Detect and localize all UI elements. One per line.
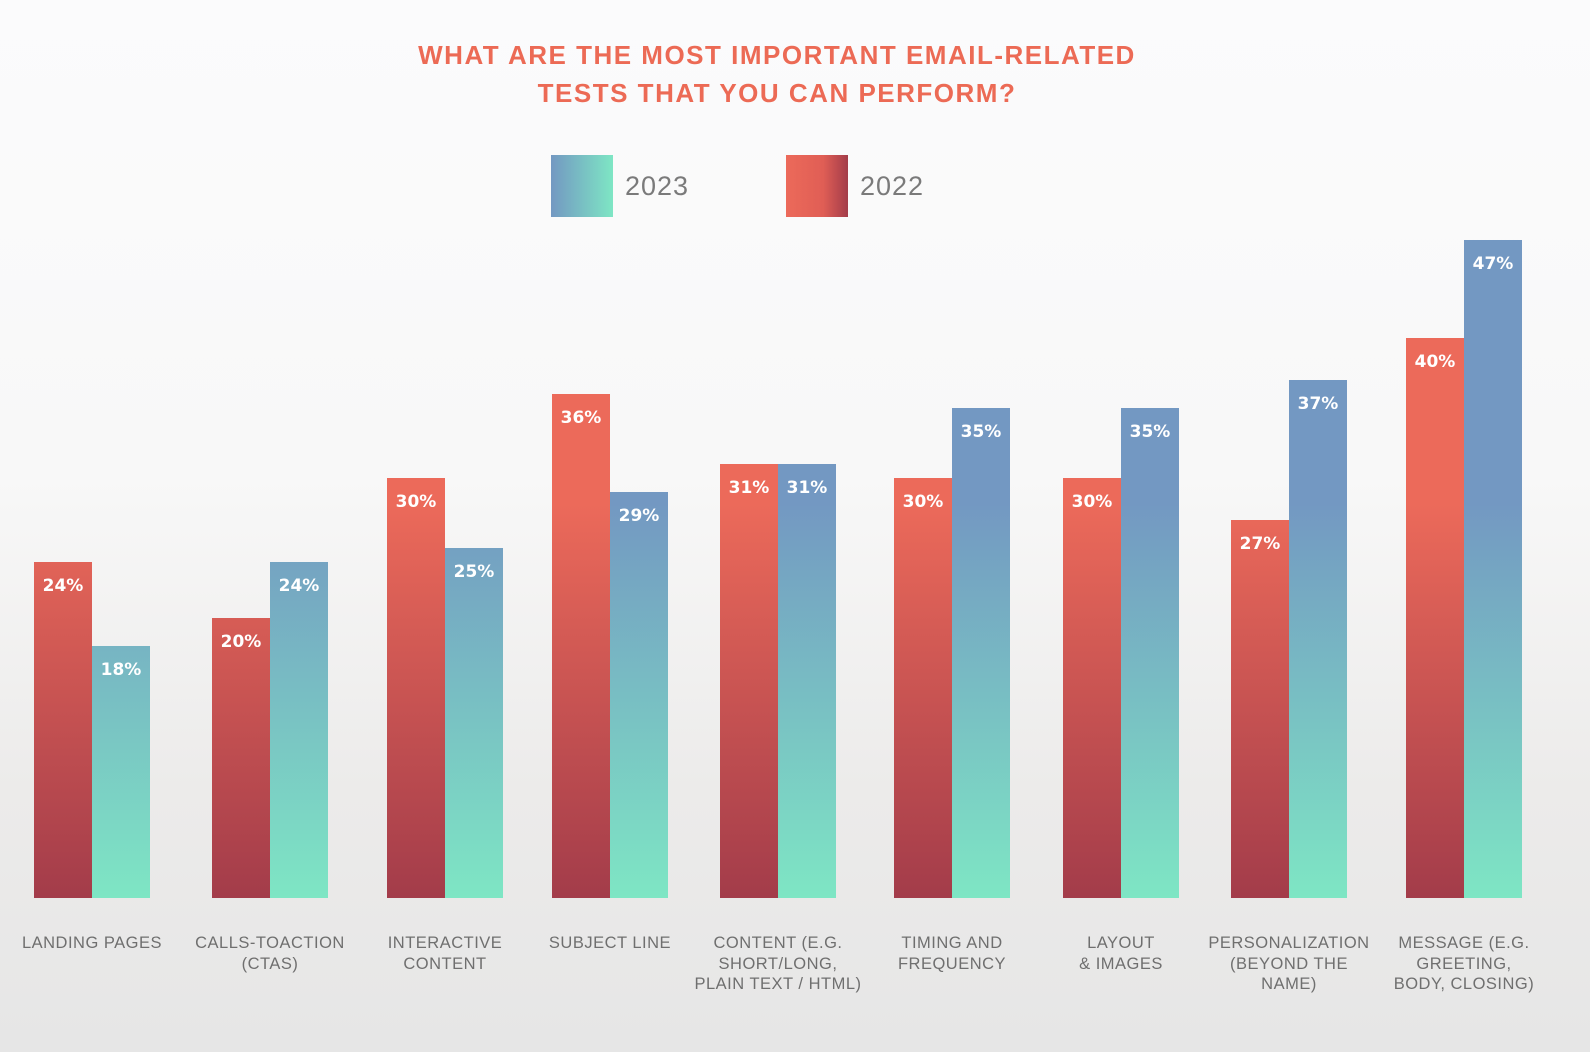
category-label-line: CONTENT (403, 954, 487, 973)
bar-2023-6 (1121, 408, 1179, 898)
category-label-line: PERSONALIZATION (1208, 934, 1370, 952)
bar-2023-2 (445, 548, 503, 898)
category-label-line: TIMING AND (901, 934, 1003, 952)
category-label-line: PLAIN TEXT / HTML) (694, 975, 862, 993)
legend-label-2022: 2022 (860, 170, 925, 201)
category-label-0: LANDING PAGES (0, 933, 187, 954)
data-label-2022-1: 20% (221, 632, 262, 652)
bar-2023-8 (1464, 240, 1522, 898)
category-label-line: INTERACTIVE (387, 934, 503, 952)
data-label-2022-7: 27% (1240, 534, 1281, 554)
bar-2023-4 (778, 464, 836, 898)
data-label-2023-7: 37% (1298, 394, 1339, 414)
category-label-line: (BEYOND THE (1230, 954, 1348, 973)
bar-2022-2 (387, 478, 445, 898)
bar-2022-8 (1406, 338, 1464, 898)
category-label-line: FREQUENCY (897, 954, 1007, 973)
category-label-2: INTERACTIVE CONTENT (350, 933, 540, 974)
bar-2022-1 (212, 618, 270, 898)
legend-label-2023: 2023 (625, 170, 690, 201)
category-label-line: & IMAGES (1079, 954, 1163, 973)
bar-2022-5 (894, 478, 952, 898)
data-label-2022-4: 31% (729, 478, 770, 498)
category-label-7: PERSONALIZATION (BEYOND THE NAME) (1194, 933, 1384, 995)
bar-2023-5 (952, 408, 1010, 898)
data-label-2023-8: 47% (1473, 254, 1514, 274)
category-label-line: LAYOUT (1087, 934, 1155, 952)
data-label-2022-8: 40% (1415, 352, 1456, 372)
category-label-line: GREETING, (1416, 954, 1512, 973)
data-label-2023-3: 29% (619, 506, 660, 526)
bar-2022-7 (1231, 520, 1289, 898)
category-label-line: CONTENT (E.G. (713, 934, 843, 952)
data-label-2022-6: 30% (1072, 492, 1113, 512)
bar-2022-0 (34, 562, 92, 898)
category-label-line: NAME) (1261, 975, 1317, 993)
data-label-2022-3: 36% (561, 408, 602, 428)
data-label-2023-1: 24% (279, 576, 320, 596)
bar-2022-3 (552, 394, 610, 898)
bar-2022-4 (720, 464, 778, 898)
category-label-6: LAYOUT & IMAGES (1026, 933, 1216, 974)
data-label-2022-5: 30% (903, 492, 944, 512)
data-label-2023-4: 31% (787, 478, 828, 498)
data-label-2023-5: 35% (961, 422, 1002, 442)
bar-2023-1 (270, 562, 328, 898)
category-label-line: BODY, CLOSING) (1393, 975, 1535, 993)
category-label-4: CONTENT (E.G. SHORT/LONG, PLAIN TEXT / HTM… (683, 933, 873, 995)
bar-2023-0 (92, 646, 150, 898)
data-label-2023-2: 25% (454, 562, 495, 582)
category-label-1: CALLS-TOACTION (CTAS) (175, 933, 365, 974)
category-label-5: TIMING AND FREQUENCY (857, 933, 1047, 974)
category-label-line: LANDING PAGES (21, 934, 163, 952)
legend-item-2023: 2023 (551, 155, 689, 217)
category-label-line: MESSAGE (E.G. (1398, 934, 1530, 952)
category-label-line: SHORT/LONG, (718, 954, 838, 973)
bar-2023-7 (1289, 380, 1347, 898)
category-label-line: (CTAS) (241, 954, 299, 973)
legend-item-2022: 2022 (786, 155, 924, 217)
chart-title: WHAT ARE THE MOST IMPORTANT EMAIL-RELATE… (0, 36, 1554, 112)
bar-2022-6 (1063, 478, 1121, 898)
data-label-2023-6: 35% (1130, 422, 1171, 442)
legend-swatch-2022 (786, 155, 848, 217)
bar-2023-3 (610, 492, 668, 898)
data-label-2023-0: 18% (101, 660, 142, 680)
category-label-line: CALLS-TOACTION (195, 934, 345, 952)
legend-swatch-2023 (551, 155, 613, 217)
category-label-8: MESSAGE (E.G. GREETING, BODY, CLOSING) (1369, 933, 1559, 995)
category-label-3: SUBJECT LINE (515, 933, 705, 954)
category-label-line: SUBJECT LINE (548, 934, 672, 952)
chart-title-line-2: TESTS THAT YOU CAN PERFORM? (537, 78, 1017, 108)
data-label-2022-0: 24% (43, 576, 84, 596)
data-label-2022-2: 30% (396, 492, 437, 512)
chart-title-line-1: WHAT ARE THE MOST IMPORTANT EMAIL-RELATE… (418, 40, 1136, 70)
